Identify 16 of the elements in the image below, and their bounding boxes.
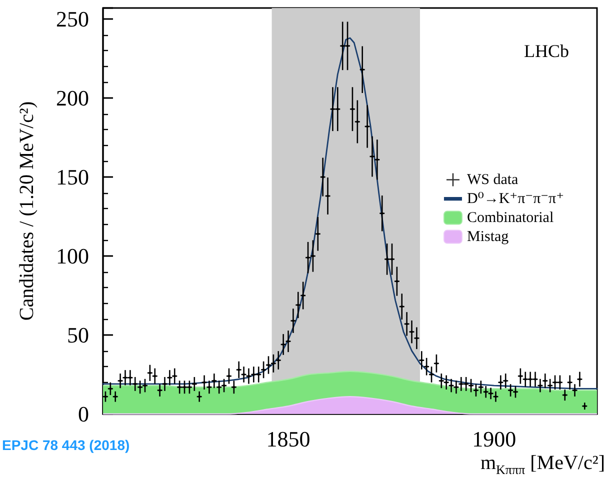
y-tick-label: 100 bbox=[56, 244, 89, 269]
y-tick-label: 50 bbox=[67, 322, 89, 348]
y-tick-label: 0 bbox=[78, 402, 89, 426]
legend-label: WS data bbox=[466, 172, 519, 188]
text: EPJC 78 443 (2018) bbox=[2, 437, 130, 453]
y-tick-label: 150 bbox=[56, 164, 89, 190]
legend-label: Combinatorial bbox=[466, 210, 554, 226]
x-axis-title: m$_{Kπππ}$ [MeV/c²] bbox=[480, 452, 605, 478]
x-tick-label: 1850 bbox=[266, 426, 310, 452]
y-tick-label: 200 bbox=[56, 86, 89, 111]
legend-label: D⁰→K⁺π⁻π⁻π⁺ bbox=[466, 190, 564, 207]
legend-label: Mistag bbox=[466, 228, 510, 245]
y-tick-label: 250 bbox=[56, 6, 89, 32]
x-tick-label: 1900 bbox=[472, 426, 516, 452]
y-axis-title: Candidates / (1.20 MeV/c²) bbox=[16, 101, 38, 321]
annotation: LHCb bbox=[524, 41, 569, 61]
